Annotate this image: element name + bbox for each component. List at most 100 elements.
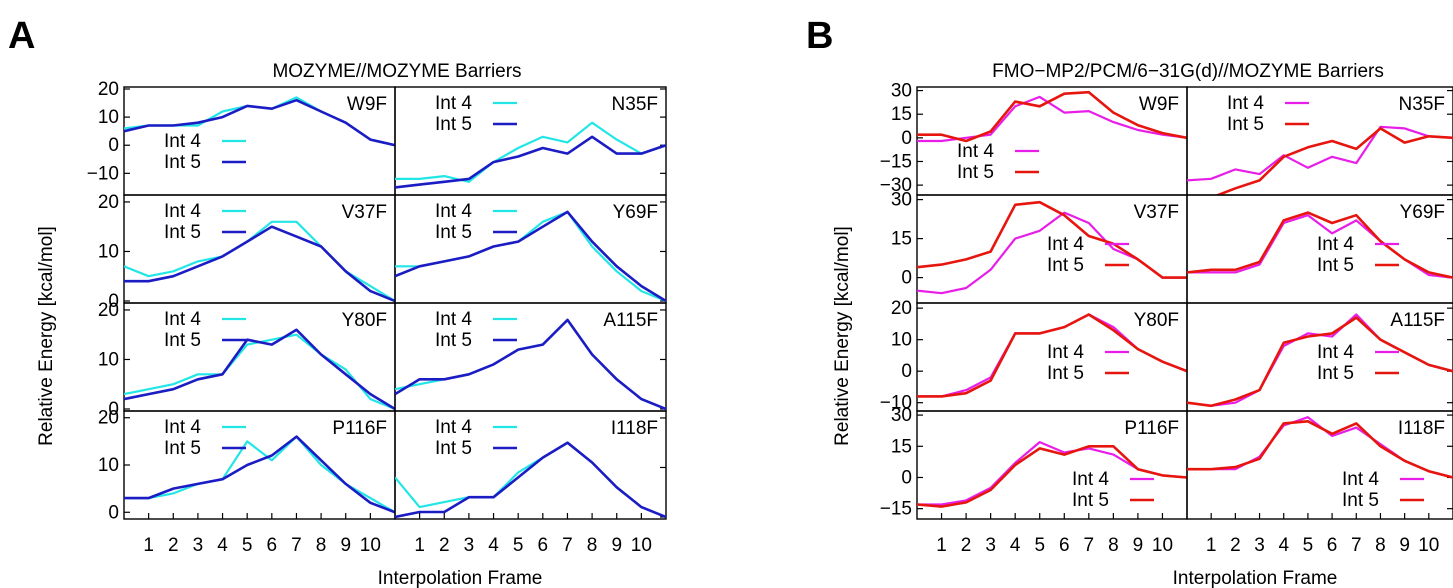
- y-tick-label: 20: [98, 79, 119, 100]
- panel-label-b: B: [806, 15, 833, 57]
- legend-label: Int 4: [1317, 234, 1354, 255]
- y-tick-label: 0: [901, 128, 912, 149]
- subplot-name: N35F: [612, 94, 658, 115]
- subplot-name: Y69F: [613, 202, 658, 223]
- x-tick-label: 1: [936, 535, 947, 556]
- subplot-name: Y69F: [1400, 202, 1445, 223]
- x-tick-label: 5: [1303, 535, 1314, 556]
- panel-b: B FMO−MP2/PCM/6−31G(d)//MOZYME Barriers …: [806, 15, 1453, 588]
- x-tick-label: 4: [1278, 535, 1289, 556]
- y-tick-label: −30: [880, 175, 912, 196]
- subplot-frame: [1186, 410, 1453, 520]
- x-tick-label: 10: [1152, 535, 1173, 556]
- legend-label: Int 4: [435, 201, 472, 222]
- x-tick-label: 6: [538, 535, 549, 556]
- legend-label: Int 4: [164, 417, 201, 438]
- subplot-name: I118F: [1398, 418, 1445, 439]
- x-tick-label: 10: [631, 535, 652, 556]
- legend-label: Int 5: [435, 330, 472, 351]
- series-line-int-5: [917, 90, 1187, 143]
- y-tick-label: 0: [108, 135, 119, 156]
- legend-label: Int 5: [164, 438, 201, 459]
- legend-label: Int 5: [1227, 114, 1264, 135]
- x-tick-label: 4: [488, 535, 499, 556]
- legend-label: Int 5: [435, 222, 472, 243]
- legend-label: Int 5: [164, 330, 201, 351]
- legend-label: Int 5: [1342, 490, 1379, 511]
- subplot-frame: [394, 410, 667, 520]
- series-line-int-5: [917, 444, 1187, 508]
- y-tick-label: 15: [891, 436, 912, 457]
- x-tick-label: 5: [513, 535, 524, 556]
- x-tick-label: 8: [316, 535, 327, 556]
- legend-label: Int 4: [435, 93, 472, 114]
- series-line-int-5: [1187, 211, 1453, 279]
- series-line-int-5: [124, 98, 395, 147]
- y-tick-label: 0: [108, 399, 119, 420]
- legend-label: Int 5: [435, 438, 472, 459]
- legend-label: Int 4: [957, 141, 994, 162]
- x-tick-label: 4: [1010, 535, 1021, 556]
- series-line-int-5: [124, 435, 395, 514]
- legend-label: Int 5: [164, 222, 201, 243]
- y-tick-label: −15: [880, 151, 912, 172]
- legend-label: Int 4: [1342, 469, 1379, 490]
- legend-label: Int 4: [1047, 342, 1084, 363]
- x-tick-label: 9: [611, 535, 622, 556]
- y-tick-label: 10: [98, 455, 119, 476]
- y-tick-label: 0: [901, 361, 912, 382]
- x-tick-label: 9: [1399, 535, 1410, 556]
- y-tick-label: 0: [108, 502, 119, 523]
- series-line-int-5: [124, 225, 395, 303]
- series-line-int-5: [1187, 316, 1453, 408]
- x-tick-label: 2: [961, 535, 972, 556]
- series-line-int-5: [1187, 419, 1453, 479]
- legend-label: Int 4: [1072, 469, 1109, 490]
- series-line-int-5: [395, 135, 666, 189]
- series-line-int-5: [395, 210, 666, 303]
- x-tick-label: 9: [1133, 535, 1144, 556]
- legend-label: Int 4: [435, 309, 472, 330]
- y-tick-label: 15: [891, 104, 912, 125]
- y-tick-label: 10: [98, 107, 119, 128]
- x-tick-label: 6: [1059, 535, 1070, 556]
- x-tick-label: 3: [464, 535, 475, 556]
- y-tick-label: 20: [98, 192, 119, 213]
- y-tick-label: 15: [891, 229, 912, 250]
- x-tick-label: 5: [1034, 535, 1045, 556]
- chart-title-b: FMO−MP2/PCM/6−31G(d)//MOZYME Barriers: [992, 61, 1384, 82]
- x-tick-label: 10: [1418, 535, 1439, 556]
- legend-label: Int 5: [1317, 255, 1354, 276]
- x-tick-label: 1: [1206, 535, 1217, 556]
- x-tick-label: 10: [360, 535, 381, 556]
- x-tick-label: 7: [1084, 535, 1095, 556]
- subplot-name: A115F: [1390, 310, 1445, 331]
- series-line-int-5: [917, 313, 1187, 398]
- y-axis-label-a: Relative Energy [kcal/mol]: [36, 226, 57, 446]
- series-line-int-4: [1187, 125, 1453, 182]
- y-tick-label: 20: [98, 300, 119, 321]
- subplot-name: P116F: [332, 418, 387, 439]
- legend-label: Int 4: [164, 309, 201, 330]
- series-line-int-5: [1214, 127, 1453, 195]
- x-tick-label: 6: [267, 535, 278, 556]
- subplot-name: A115F: [603, 310, 658, 331]
- y-tick-label: −10: [880, 393, 912, 414]
- y-tick-label: 30: [891, 190, 912, 211]
- x-tick-label: 3: [1254, 535, 1265, 556]
- series-line-int-5: [917, 200, 1187, 279]
- x-tick-label: 5: [242, 535, 253, 556]
- legend-label: Int 4: [1317, 342, 1354, 363]
- y-tick-label: 20: [891, 298, 912, 319]
- x-tick-label: 3: [193, 535, 204, 556]
- x-tick-label: 7: [291, 535, 302, 556]
